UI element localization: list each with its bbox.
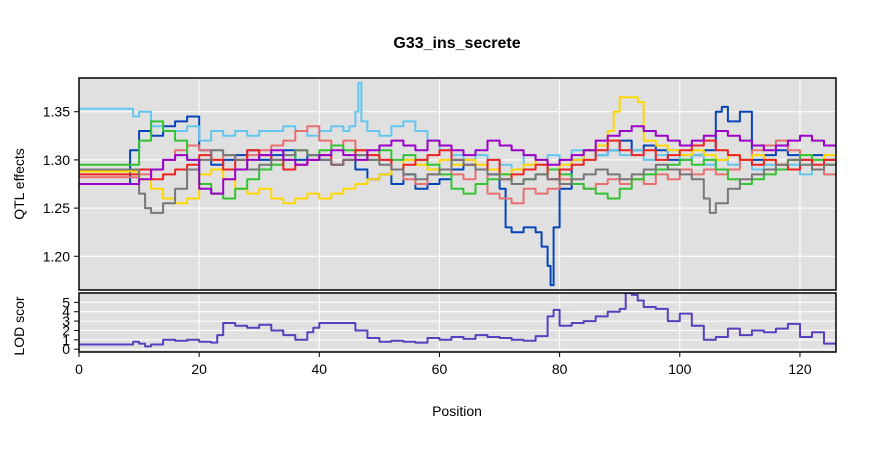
lod-y-label: LOD scor <box>11 296 27 355</box>
y-tick-label: 1.25 <box>43 200 70 216</box>
y-tick-label: 1.35 <box>43 104 70 120</box>
x-tick-label: 100 <box>668 361 692 377</box>
lod-series <box>79 293 836 348</box>
y-tick-label: 5 <box>62 294 70 310</box>
x-axis-label: Position <box>432 403 482 419</box>
chart-title: G33_ins_secrete <box>393 35 520 52</box>
effects-series <box>79 81 836 287</box>
series-line-7 <box>79 125 836 195</box>
y-tick-label: 4 <box>62 304 70 320</box>
effects-y-label: QTL effects <box>11 148 27 220</box>
lod-panel-frame <box>78 292 837 353</box>
x-tick-label: 20 <box>191 361 207 377</box>
effects-panel: 1.20 1.25 1.30 1.35 QTL effects <box>11 77 837 291</box>
y-tick-label: 2 <box>62 322 70 338</box>
y-tick-label: 1 <box>62 332 70 348</box>
y-tick-label: 0 <box>62 341 70 357</box>
x-tick-label: 0 <box>75 361 83 377</box>
series-line-4 <box>79 120 836 200</box>
lod-gridlines <box>78 293 836 352</box>
y-tick-label: 1.30 <box>43 152 70 168</box>
x-tick-label: 60 <box>432 361 448 377</box>
series-line-0 <box>79 293 836 348</box>
lod-panel-background <box>79 293 836 352</box>
x-tick-label: 120 <box>788 361 812 377</box>
effects-y-axis: 1.20 1.25 1.30 1.35 <box>43 104 79 264</box>
x-tick-label: 80 <box>552 361 568 377</box>
series-line-6 <box>79 149 836 214</box>
y-tick-label: 3 <box>62 313 70 329</box>
x-axis: 0 20 40 60 80 100 120 <box>75 352 812 377</box>
x-tick-label: 40 <box>312 361 328 377</box>
y-tick-label: 1.20 <box>43 248 70 264</box>
effects-panel-frame <box>78 77 837 291</box>
